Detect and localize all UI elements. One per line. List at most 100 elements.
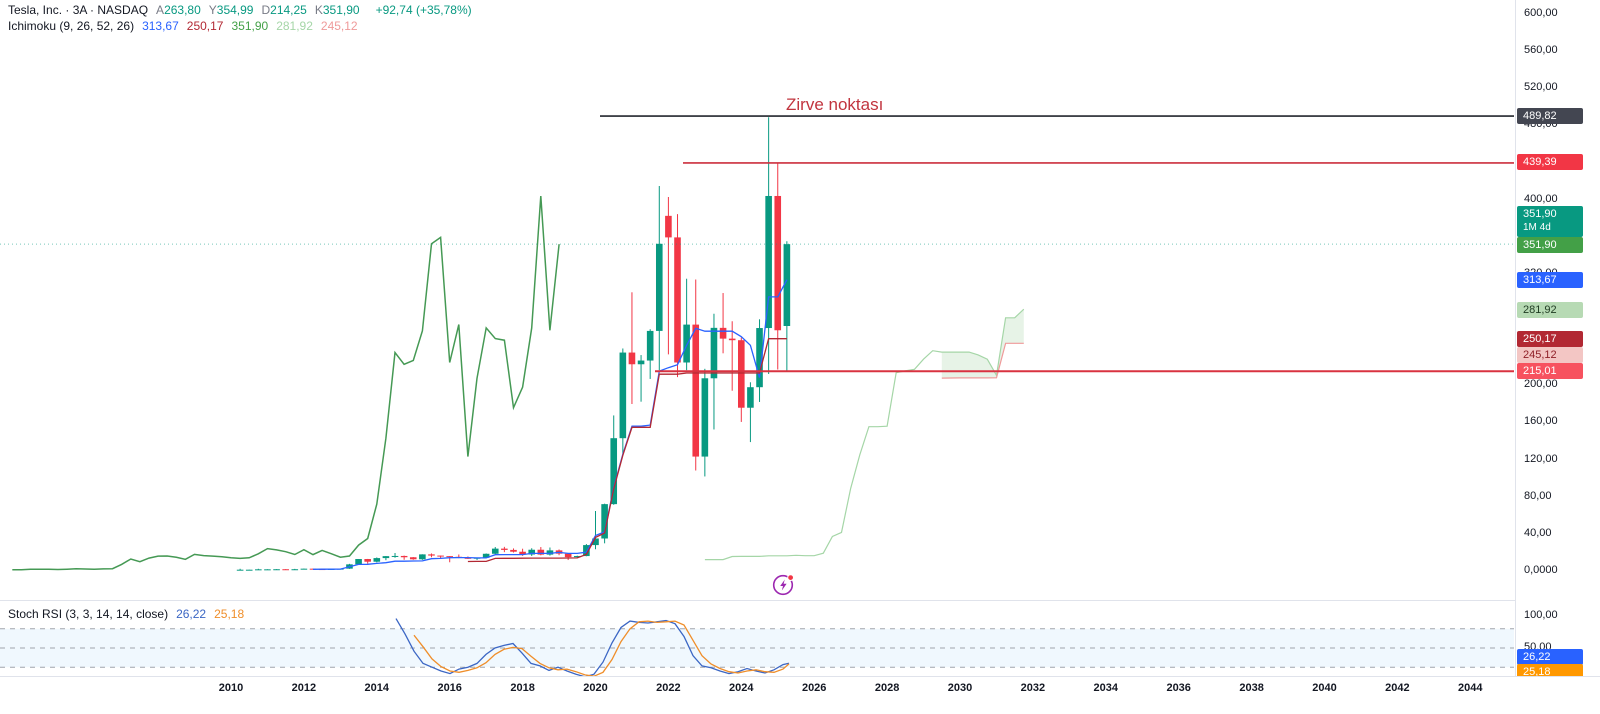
candle-body — [674, 237, 681, 363]
candle-body — [255, 569, 262, 571]
price-axis-badge: 439,39 — [1517, 154, 1583, 170]
candle-body — [391, 555, 399, 557]
time-axis-year-label: 2034 — [1093, 682, 1119, 694]
price-axis-badge: 250,17 — [1517, 331, 1583, 347]
candle-body — [610, 438, 618, 505]
candle-body — [236, 569, 244, 571]
price-axis-badge: 351,90 1M 4d — [1517, 206, 1583, 237]
stoch-k-value: 26,22 — [176, 607, 207, 621]
price-axis-tick: 400,00 — [1524, 192, 1558, 205]
time-axis-year-label: 2038 — [1239, 682, 1264, 694]
time-axis-year-label: 2036 — [1166, 682, 1191, 694]
stoch-rsi-pane[interactable] — [0, 618, 1514, 677]
candle-body — [747, 387, 754, 408]
candle-body — [601, 504, 608, 539]
candle-body — [300, 568, 308, 570]
time-axis-year-label: 2032 — [1020, 682, 1046, 694]
candle-body — [519, 551, 526, 555]
price-axis[interactable]: 600,00560,00520,00480,00440,00400,00360,… — [1515, 0, 1600, 680]
price-axis-badge: 489,82 — [1517, 108, 1583, 124]
pane-separator[interactable] — [0, 600, 1600, 601]
bar-countdown: 1M 4d — [1523, 222, 1551, 233]
ohlc-field: Y354,99 — [208, 3, 254, 17]
senkou-span-b-line — [941, 342, 1024, 379]
time-axis-year-label: 2020 — [583, 682, 608, 694]
price-axis-tick: 560,00 — [1524, 43, 1558, 56]
ichimoku-value: 281,92 — [276, 19, 313, 33]
time-axis-year-label: 2042 — [1385, 682, 1410, 694]
events-lightning-icon[interactable] — [772, 573, 795, 596]
price-axis-tick: 600,00 — [1524, 6, 1558, 19]
candle-body — [683, 324, 690, 363]
time-axis[interactable]: 2010 2012 2014 2016 2018 2020 2022 2024 2026 2028… — [0, 676, 1600, 714]
time-axis-year-label: 2044 — [1458, 682, 1483, 694]
candle-body — [637, 360, 645, 365]
price-axis-badge: 313,67 — [1517, 272, 1583, 288]
price-axis-badge: 281,92 — [1517, 302, 1583, 318]
stoch-rsi-legend[interactable]: Stoch RSI (3, 3, 14, 14, close) 26,22 25… — [8, 607, 244, 621]
candle-body — [437, 555, 444, 557]
candle-body — [273, 569, 280, 571]
candle-body — [583, 545, 590, 557]
candle-body — [464, 557, 472, 559]
candle-body — [428, 554, 435, 556]
symbol-legend[interactable]: Tesla, Inc. · 3A · NASDAQ A263,80 Y354,99… — [8, 3, 472, 17]
ohlc-field: A263,80 — [156, 3, 201, 17]
peak-annotation-label[interactable]: Zirve noktası — [786, 95, 884, 115]
candle-body — [728, 338, 736, 341]
price-axis-tick: 120,00 — [1524, 452, 1558, 465]
candle-body — [619, 352, 627, 439]
ichimoku-value: 351,90 — [231, 19, 269, 33]
time-axis-year-label: 2018 — [510, 682, 535, 694]
candle-body — [765, 195, 772, 329]
candle-body — [364, 559, 371, 562]
candle-body — [491, 548, 499, 554]
candle-body — [665, 215, 672, 238]
candle-body — [738, 340, 745, 408]
time-axis-year-label: 2030 — [947, 682, 973, 694]
stoch-band-fill — [0, 628, 1514, 668]
candle-body — [282, 569, 289, 571]
candle-body — [245, 569, 253, 571]
candle-body — [573, 556, 581, 558]
ichimoku-cloud — [941, 309, 1024, 379]
candle-body — [701, 378, 709, 457]
price-axis-tick: 80,00 — [1524, 489, 1552, 502]
price-axis-badge: 351,90 — [1517, 237, 1583, 253]
stoch-k-line — [395, 618, 790, 676]
price-axis-badge: 245,12 — [1517, 347, 1583, 363]
candle-body — [756, 328, 763, 388]
candle-body — [628, 352, 636, 365]
candle-body — [355, 559, 362, 565]
change-value: +92,74 (+35,78%) — [375, 3, 472, 17]
time-axis-year-label: 2016 — [437, 682, 462, 694]
kijun-sen-line — [467, 338, 787, 563]
ichimoku-title: Ichimoku (9, 26, 52, 26) — [8, 19, 135, 33]
time-axis-year-label: 2010 — [218, 682, 244, 694]
candle-body — [692, 324, 700, 457]
price-axis-tick: 40,00 — [1524, 526, 1552, 539]
candle-body — [264, 569, 271, 571]
ichimoku-value: 250,17 — [186, 19, 224, 33]
ichimoku-legend[interactable]: Ichimoku (9, 26, 52, 26) 313,67 250,17 351… — [8, 19, 366, 33]
candle-body — [446, 556, 453, 558]
stoch-rsi-title: Stoch RSI (3, 3, 14, 14, close) — [8, 607, 169, 621]
tenkan-sen-line — [312, 279, 788, 570]
candle-body — [528, 549, 536, 555]
price-axis-badge: 215,01 — [1517, 363, 1583, 379]
ohlc-field: D214,25 — [261, 3, 307, 17]
main-price-pane[interactable] — [0, 115, 1514, 571]
ichimoku-value: 245,12 — [320, 19, 358, 33]
price-axis-tick: 0,0000 — [1524, 564, 1558, 576]
candle-body — [719, 327, 727, 339]
ohlc-values: A263,80 Y354,99 D214,25 K351,90 — [156, 3, 368, 17]
stoch-d-line — [413, 620, 790, 676]
ichimoku-value: 313,67 — [142, 19, 179, 33]
candle-body — [592, 538, 599, 546]
candle-body — [710, 327, 718, 379]
chikou-span-line — [12, 195, 560, 571]
time-axis-year-label: 2040 — [1312, 682, 1337, 694]
time-axis-year-label: 2022 — [656, 682, 681, 694]
candle-body — [510, 549, 517, 552]
